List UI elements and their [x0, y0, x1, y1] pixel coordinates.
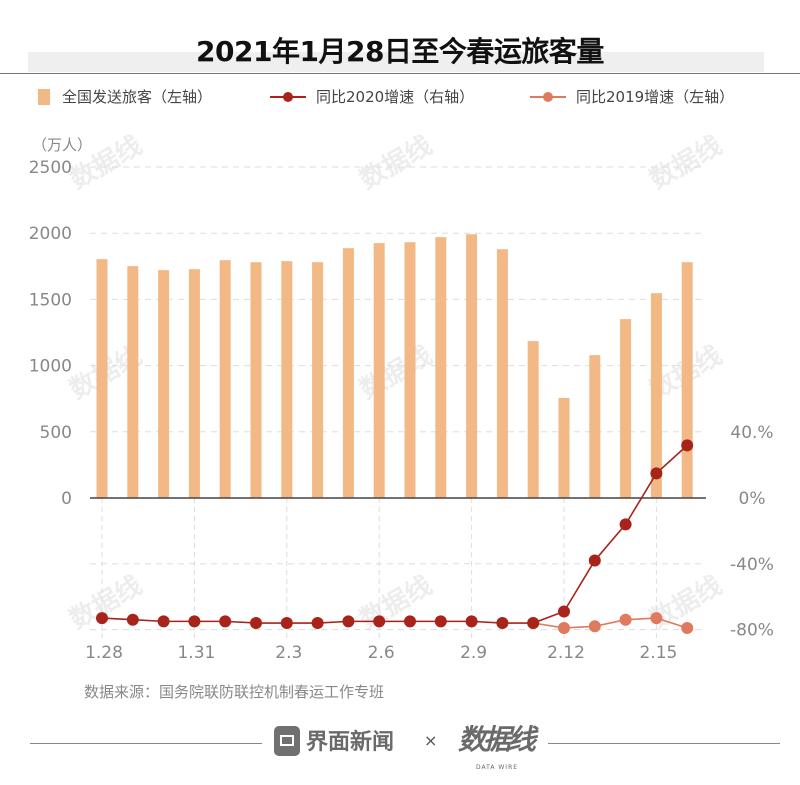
- data-point: [588, 620, 601, 633]
- data-point: [126, 613, 139, 626]
- data-point: [527, 617, 540, 630]
- data-point: [681, 439, 694, 452]
- data-point: [342, 615, 355, 628]
- watermark: 数据线: [645, 131, 728, 196]
- bar: [127, 266, 139, 498]
- data-point: [219, 615, 232, 628]
- data-point: [280, 617, 293, 630]
- left-axis-tick: 2500: [29, 158, 72, 178]
- right-axis-tick: -40%: [730, 555, 774, 575]
- data-point: [188, 615, 201, 628]
- chart-canvas: 数据线数据线数据线数据线数据线数据线数据线数据线数据线0500100015002…: [29, 131, 774, 663]
- bar: [650, 293, 662, 498]
- watermark: 数据线: [65, 571, 148, 636]
- data-point: [588, 554, 601, 567]
- bar: [527, 341, 539, 498]
- bar: [466, 234, 478, 498]
- data-point: [311, 617, 324, 630]
- legend-label: 同比2020增速（右轴）: [316, 88, 475, 106]
- footer-divider-left: [30, 743, 262, 744]
- bar: [342, 248, 354, 498]
- x-axis-tick: 2.3: [275, 643, 302, 663]
- bar: [250, 262, 262, 498]
- watermark: 数据线: [355, 571, 438, 636]
- legend-label: 全国发送旅客（左轴）: [62, 88, 213, 106]
- bar: [620, 319, 632, 498]
- legend-item-yoy-2019: 同比2019增速（左轴）: [530, 86, 734, 107]
- data-point: [558, 621, 570, 634]
- bar: [281, 261, 293, 498]
- footer-divider-right: [548, 743, 780, 744]
- bar: [435, 237, 447, 498]
- line-marker-icon: [530, 91, 566, 102]
- data-point: [619, 518, 632, 531]
- left-axis-unit: （万人）: [32, 136, 92, 154]
- left-axis-tick: 0: [61, 489, 72, 509]
- title-divider: [0, 73, 800, 74]
- x-axis-tick: 2.9: [460, 643, 487, 663]
- line-marker-icon: [270, 91, 306, 102]
- right-axis-tick: 0%: [739, 489, 766, 509]
- data-point: [650, 467, 663, 480]
- left-axis-tick: 500: [40, 423, 72, 443]
- left-axis-tick: 1500: [29, 290, 72, 310]
- x-axis-tick: 1.28: [85, 643, 123, 663]
- brand-jiemian: 界面新闻: [306, 730, 395, 755]
- legend: 全国发送旅客（左轴） 同比2020增速（右轴） 同比2019增速（左轴）: [0, 86, 800, 112]
- bar: [404, 242, 416, 498]
- bar: [312, 262, 324, 498]
- brand-datawire: 数据线: [458, 723, 536, 756]
- data-point: [681, 621, 694, 634]
- title-band: [28, 52, 764, 72]
- legend-item-passengers: 全国发送旅客（左轴）: [38, 86, 212, 107]
- data-source: 数据来源：国务院联防联控机制春运工作专班: [84, 683, 385, 701]
- bar: [496, 249, 508, 498]
- right-axis-tick: 40.%: [730, 423, 773, 443]
- brand-datawire-sub: DATA WIRE: [476, 764, 519, 771]
- chart-title: 2021年1月28日至今春运旅客量: [196, 35, 604, 68]
- bar: [188, 269, 200, 498]
- left-axis-tick: 1000: [29, 357, 72, 377]
- data-point: [404, 615, 416, 628]
- x-axis-tick: 2.15: [639, 643, 677, 663]
- bar: [158, 270, 170, 498]
- left-axis-tick: 2000: [29, 224, 72, 244]
- watermark: 数据线: [355, 341, 438, 406]
- bar: [558, 398, 570, 498]
- data-point: [157, 615, 170, 628]
- data-point: [619, 613, 632, 626]
- bar: [589, 355, 601, 498]
- jiemian-logo-icon: [274, 726, 300, 756]
- data-point: [250, 617, 262, 630]
- data-point: [465, 615, 478, 628]
- bar: [373, 243, 385, 498]
- x-axis-tick: 2.12: [547, 643, 585, 663]
- bar: [96, 259, 108, 498]
- data-point: [558, 605, 570, 618]
- watermark: 数据线: [355, 131, 438, 196]
- right-axis-tick: -80%: [730, 621, 774, 641]
- x-axis-tick: 1.31: [177, 643, 215, 663]
- bar: [219, 260, 231, 498]
- bar-swatch-icon: [38, 88, 50, 105]
- data-point: [496, 617, 509, 630]
- legend-item-yoy-2020: 同比2020增速（右轴）: [270, 86, 474, 107]
- data-point: [96, 612, 108, 625]
- collab-x: ×: [424, 731, 438, 750]
- data-point: [650, 612, 663, 625]
- footer: 界面新闻 × 数据线 DATA WIRE: [0, 722, 800, 772]
- x-axis-tick: 2.6: [368, 643, 395, 663]
- data-point: [373, 615, 386, 628]
- data-point: [434, 615, 447, 628]
- bar: [681, 262, 693, 498]
- legend-label: 同比2019增速（左轴）: [576, 88, 735, 106]
